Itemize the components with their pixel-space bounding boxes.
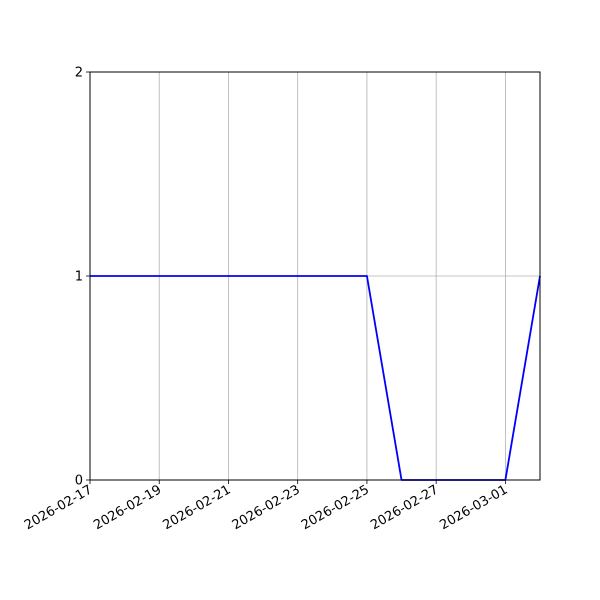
x-tick-label: 2026-02-21 <box>161 482 234 533</box>
y-tick-label: 2 <box>75 66 83 81</box>
series-group <box>90 275 541 481</box>
x-tick-label: 2026-03-01 <box>437 482 510 533</box>
x-tick-label: 2026-02-19 <box>91 482 164 533</box>
x-tick-label: 2026-02-25 <box>299 482 372 533</box>
y-axis: 0 1 2 <box>75 66 90 489</box>
x-tick-label: 2026-02-23 <box>230 482 303 533</box>
x-tick-label: 2026-02-17 <box>22 482 95 533</box>
y-tick-label: 1 <box>75 270 83 285</box>
x-tick-label: 2026-02-27 <box>368 482 441 533</box>
y-tick-label: 0 <box>75 474 83 489</box>
x-axis: 2026-02-172026-02-192026-02-212026-02-23… <box>22 480 510 533</box>
series-line <box>90 275 541 481</box>
